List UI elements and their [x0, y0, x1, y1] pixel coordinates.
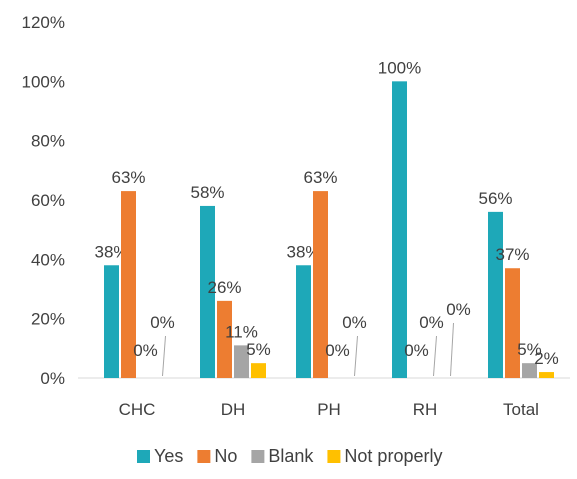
data-label: 38% [94, 242, 128, 261]
y-tick-label: 60% [31, 191, 65, 210]
data-label: 0% [325, 341, 350, 360]
data-label-leader-line [354, 335, 358, 377]
data-label: 0% [133, 341, 158, 360]
data-label: 56% [478, 189, 512, 208]
bar-yes-rh [392, 81, 407, 378]
bar-yes-ph [296, 265, 311, 378]
y-tick-label: 100% [22, 72, 65, 91]
legend-label: Yes [154, 446, 183, 466]
bar-no-ph [313, 191, 328, 378]
bar-not-properly-total [539, 372, 554, 378]
legend-label: Not properly [344, 446, 442, 466]
bar-yes-total [488, 211, 503, 378]
data-label: 5% [246, 340, 271, 359]
data-label: 2% [534, 349, 559, 368]
data-label: 5% [517, 340, 542, 359]
y-tick-label: 20% [31, 310, 65, 329]
bar-yes-chc [104, 265, 119, 378]
y-tick-label: 80% [31, 132, 65, 151]
bar-no-chc [121, 191, 136, 378]
data-label: 58% [190, 183, 224, 202]
data-label-leader-line [162, 335, 166, 377]
legend-swatch [327, 450, 341, 463]
data-label: 38% [286, 242, 320, 261]
bar-blank-dh [234, 345, 249, 378]
data-label-leader-line [450, 322, 454, 377]
x-category-label: CHC [119, 400, 156, 419]
x-category-label: PH [317, 400, 341, 419]
y-tick-label: 120% [22, 13, 65, 32]
x-category-label: RH [413, 400, 438, 419]
data-label: 0% [150, 313, 175, 332]
bar-yes-dh [200, 205, 215, 378]
legend-swatch [197, 450, 211, 463]
data-label: 0% [419, 313, 444, 332]
bar-no-dh [217, 300, 232, 378]
data-label: 0% [446, 300, 471, 319]
y-tick-label: 40% [31, 250, 65, 269]
data-label: 63% [303, 168, 337, 187]
bar-not-properly-dh [251, 363, 266, 378]
y-tick-label: 0% [40, 369, 65, 388]
data-label: 37% [495, 245, 529, 264]
legend-label: Blank [268, 446, 314, 466]
data-label: 0% [404, 341, 429, 360]
x-category-label: DH [221, 400, 246, 419]
data-label: 63% [111, 168, 145, 187]
legend-swatch [251, 450, 265, 463]
data-label-leader-line [433, 335, 437, 377]
legend-label: No [214, 446, 237, 466]
bar-no-total [505, 268, 520, 378]
data-label: 11% [225, 322, 258, 341]
data-label: 100% [378, 58, 421, 77]
data-label: 26% [207, 278, 241, 297]
data-label: 0% [342, 313, 367, 332]
legend-swatch [137, 450, 150, 463]
bar-blank-total [522, 363, 537, 378]
x-category-label: Total [503, 400, 539, 419]
